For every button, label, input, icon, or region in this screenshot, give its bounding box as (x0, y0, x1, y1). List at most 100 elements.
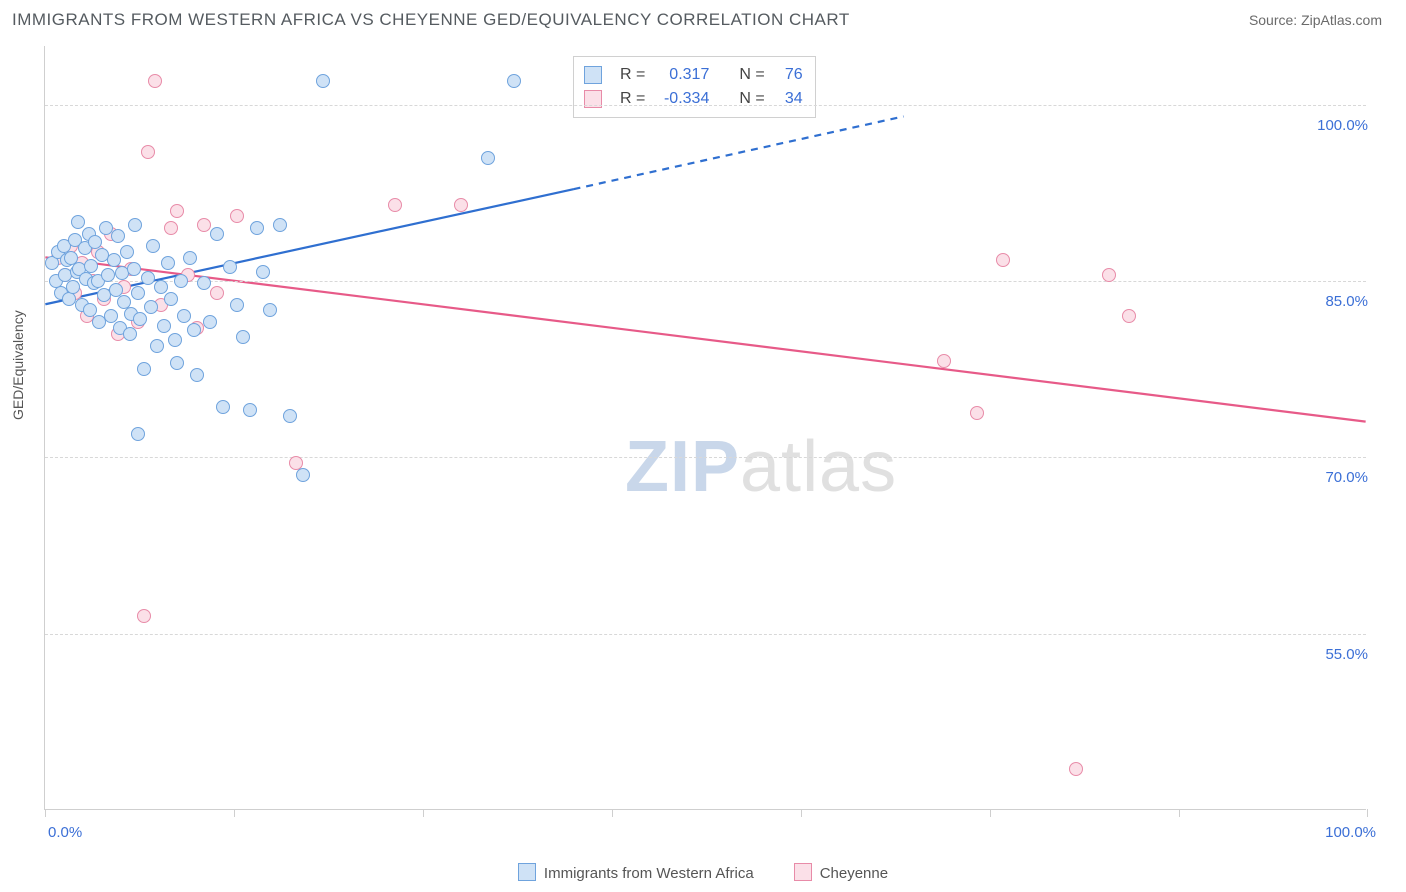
gridline (45, 281, 1366, 282)
n-value: 34 (775, 87, 803, 111)
data-point (123, 327, 137, 341)
source-attribution: Source: ZipAtlas.com (1249, 12, 1382, 28)
n-label: N = (739, 87, 764, 111)
data-point (144, 300, 158, 314)
data-point (273, 218, 287, 232)
data-point (131, 286, 145, 300)
data-point (71, 215, 85, 229)
data-point (316, 74, 330, 88)
data-point (996, 253, 1010, 267)
x-tick (990, 809, 991, 817)
data-point (120, 245, 134, 259)
data-point (128, 218, 142, 232)
data-point (481, 151, 495, 165)
data-point (243, 403, 257, 417)
data-point (111, 229, 125, 243)
data-point (133, 312, 147, 326)
data-point (970, 406, 984, 420)
data-point (388, 198, 402, 212)
data-point (84, 259, 98, 273)
n-label: N = (739, 63, 764, 87)
data-point (296, 468, 310, 482)
data-point (236, 330, 250, 344)
data-point (223, 260, 237, 274)
data-point (177, 309, 191, 323)
data-point (197, 218, 211, 232)
data-point (263, 303, 277, 317)
data-point (203, 315, 217, 329)
legend-item: Cheyenne (794, 863, 888, 882)
gridline (45, 457, 1366, 458)
data-point (168, 333, 182, 347)
data-point (1122, 309, 1136, 323)
chart-title: IMMIGRANTS FROM WESTERN AFRICA VS CHEYEN… (12, 10, 850, 30)
y-tick-label: 55.0% (1319, 646, 1368, 663)
data-point (170, 204, 184, 218)
data-point (174, 274, 188, 288)
data-point (283, 409, 297, 423)
data-point (454, 198, 468, 212)
x-tick (801, 809, 802, 817)
y-tick-label: 100.0% (1311, 117, 1368, 134)
x-axis-max-label: 100.0% (1325, 824, 1376, 841)
gridline (45, 105, 1366, 106)
chart-plot-area: ZIPatlas R =0.317N =76R =-0.334N =34 55.… (44, 46, 1366, 810)
data-point (197, 276, 211, 290)
data-point (157, 319, 171, 333)
data-point (210, 227, 224, 241)
y-tick-label: 70.0% (1319, 469, 1368, 486)
y-tick-label: 85.0% (1319, 293, 1368, 310)
data-point (141, 271, 155, 285)
legend-label: Cheyenne (820, 865, 888, 882)
r-label: R = (620, 87, 645, 111)
x-tick (1179, 809, 1180, 817)
x-tick (234, 809, 235, 817)
legend-swatch (584, 66, 602, 84)
data-point (1069, 762, 1083, 776)
legend-bottom: Immigrants from Western Africa Cheyenne (0, 855, 1406, 892)
data-point (141, 145, 155, 159)
r-label: R = (620, 63, 645, 87)
x-tick (423, 809, 424, 817)
data-point (127, 262, 141, 276)
data-point (250, 221, 264, 235)
data-point (148, 74, 162, 88)
legend-item: Immigrants from Western Africa (518, 863, 754, 882)
x-tick (45, 809, 46, 817)
data-point (164, 292, 178, 306)
data-point (216, 400, 230, 414)
data-point (161, 256, 175, 270)
data-point (187, 323, 201, 337)
y-axis-title: GED/Equivalency (10, 310, 26, 420)
data-point (937, 354, 951, 368)
data-point (210, 286, 224, 300)
trend-lines-layer (45, 46, 1366, 809)
legend-label: Immigrants from Western Africa (544, 865, 754, 882)
data-point (190, 368, 204, 382)
data-point (230, 298, 244, 312)
r-value: -0.334 (655, 87, 709, 111)
data-point (507, 74, 521, 88)
x-tick (1367, 809, 1368, 817)
data-point (164, 221, 178, 235)
data-point (230, 209, 244, 223)
data-point (137, 362, 151, 376)
r-value: 0.317 (655, 63, 709, 87)
n-value: 76 (775, 63, 803, 87)
data-point (256, 265, 270, 279)
gridline (45, 634, 1366, 635)
data-point (146, 239, 160, 253)
data-point (131, 427, 145, 441)
data-point (101, 268, 115, 282)
legend-swatch (518, 863, 536, 881)
correlation-row: R = 0.317 N = 76 (584, 63, 803, 87)
data-point (170, 356, 184, 370)
data-point (150, 339, 164, 353)
data-point (107, 253, 121, 267)
x-tick (612, 809, 613, 817)
trend-line (573, 116, 903, 189)
correlation-legend-box: R = 0.317 N = 76 R = -0.334 N = 34 (573, 56, 816, 118)
data-point (1102, 268, 1116, 282)
data-point (88, 235, 102, 249)
x-axis-min-label: 0.0% (48, 824, 82, 841)
